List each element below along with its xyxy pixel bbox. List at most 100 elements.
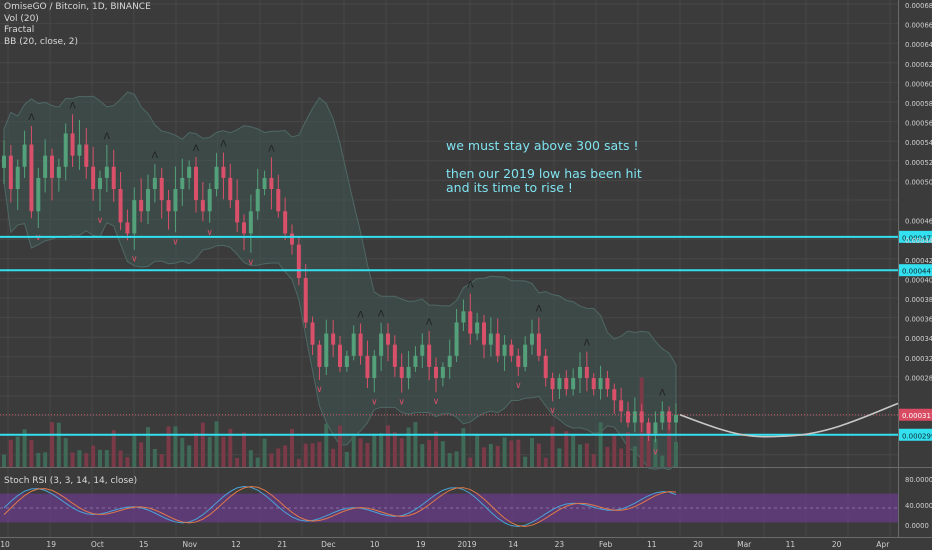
- volume-bar: [399, 438, 404, 467]
- volume-bar: [228, 428, 233, 467]
- candle-body: [550, 378, 555, 390]
- fractal-down-marker: ∨: [371, 397, 378, 407]
- stoch-rsi-label[interactable]: Stoch RSI (3, 3, 14, 14, close): [4, 476, 138, 486]
- volume-bar: [632, 446, 637, 467]
- volume-bar: [159, 453, 164, 467]
- volume-bar: [591, 453, 596, 467]
- fractal-down-marker: ∨: [131, 255, 138, 265]
- volume-bar: [56, 422, 61, 467]
- volume-bar: [344, 451, 349, 467]
- indicator-legend: OmiseGO / Bitcoin, 1D, BINANCE Vol (20) …: [4, 2, 151, 48]
- time-axis[interactable]: 10 19 Oct 15 Nov 12 21 Dec 10 19 2019 14 23 Feb 11 20 Ma…: [0, 540, 890, 549]
- horizontal-levels[interactable]: 0.000477 0.000447 0.000299 0.000317: [0, 230, 932, 441]
- volume-bar: [571, 435, 576, 467]
- volume-bar: [310, 443, 315, 467]
- volume-bar: [454, 451, 459, 467]
- candle-body: [15, 166, 20, 190]
- fractal-down-marker: ∨: [206, 228, 213, 238]
- volume-bar: [605, 446, 610, 467]
- volume-bar: [488, 443, 493, 467]
- fractal-indicator-label[interactable]: Fractal: [4, 25, 35, 35]
- fractal-up-marker: Λ: [426, 318, 433, 328]
- candle-body: [646, 422, 651, 434]
- volume-bar: [132, 434, 137, 467]
- candle-body: [180, 177, 185, 190]
- candle-body: [619, 400, 624, 412]
- candle-body: [509, 344, 514, 356]
- annotation-line-2: then our 2019 low has been hit: [446, 166, 642, 181]
- volume-bar: [276, 448, 281, 467]
- volume-bar: [598, 422, 603, 467]
- time-tick-label: 12: [231, 540, 241, 549]
- vol-indicator-label[interactable]: Vol (20): [4, 13, 39, 24]
- candle-body: [29, 144, 34, 212]
- chart-annotation[interactable]: we must stay above 300 sats ! then our 2…: [446, 139, 642, 195]
- symbol-title[interactable]: OmiseGO / Bitcoin, 1D, BINANCE: [4, 2, 151, 12]
- candle-body: [653, 422, 658, 434]
- candle-body: [372, 355, 377, 379]
- stoch-rsi-pane: 80.0000 40.0000 0.0000: [0, 476, 932, 530]
- volume-bar: [646, 427, 651, 467]
- level-tag: [899, 264, 932, 277]
- time-tick-label: 20: [832, 540, 842, 549]
- volume-bar: [530, 437, 534, 467]
- volume-bar: [653, 438, 658, 467]
- volume-bar: [427, 439, 432, 467]
- rsi-d-line: [3, 485, 677, 527]
- candle-body: [56, 166, 61, 178]
- projection-curve[interactable]: [679, 402, 899, 438]
- time-tick-label: Feb: [599, 540, 613, 549]
- candle-body: [612, 389, 617, 401]
- volume-bar: [8, 439, 13, 467]
- fractal-down-marker: ∨: [248, 258, 255, 268]
- volume-bar: [379, 433, 384, 467]
- candle-body: [482, 322, 486, 345]
- fractal-up-marker: Λ: [584, 339, 591, 349]
- rsi-tick-label: 40.0000: [905, 502, 932, 510]
- time-tick-label: 10: [0, 540, 10, 549]
- candle-body: [365, 355, 370, 379]
- time-tick-label: 11: [647, 540, 657, 549]
- volume-bar: [413, 422, 418, 467]
- volume-bar: [584, 443, 589, 467]
- fractal-up-marker: Λ: [152, 151, 159, 161]
- candle-body: [475, 322, 480, 334]
- time-tick-label: 23: [555, 540, 565, 549]
- level-tag: [899, 230, 932, 243]
- candle-body: [605, 378, 610, 390]
- candle-body: [159, 177, 164, 201]
- candle-body: [36, 177, 41, 212]
- candle-body: [63, 133, 68, 167]
- volume-bar: [242, 432, 246, 467]
- candle-body: [632, 411, 637, 423]
- volume-bar: [667, 423, 672, 467]
- fractal-down-marker: ∨: [316, 385, 323, 395]
- volume-bar: [365, 442, 370, 467]
- candle-body: [317, 344, 322, 367]
- candle-body: [139, 200, 144, 212]
- candle-body: [91, 166, 96, 190]
- fractal-markers: Λ ∨ Λ ∨ Λ ∨ Λ ∨ Λ ∨ Λ ∨ Λ ∨ Λ ∨ Λ ∨ Λ ∨ Λ ∨ Λ ∨ Λ ∨ Λ: [28, 101, 666, 457]
- fractal-up-marker: Λ: [467, 281, 474, 291]
- projection-path[interactable]: [679, 402, 899, 438]
- candle-body: [324, 333, 329, 367]
- fractal-up-marker: Λ: [378, 310, 385, 320]
- level-tag-label: 0.000447: [902, 268, 932, 276]
- volume-bar: [502, 437, 507, 467]
- candle-body: [8, 155, 13, 190]
- bb-indicator-label[interactable]: BB (20, close, 2): [4, 36, 79, 47]
- candle-body: [420, 344, 425, 356]
- volume-bar: [50, 422, 54, 467]
- candle-body: [248, 211, 253, 234]
- candle-body: [132, 200, 137, 234]
- candle-body: [523, 344, 528, 367]
- last-price-tag: [899, 408, 932, 421]
- volume-bar: [214, 421, 219, 467]
